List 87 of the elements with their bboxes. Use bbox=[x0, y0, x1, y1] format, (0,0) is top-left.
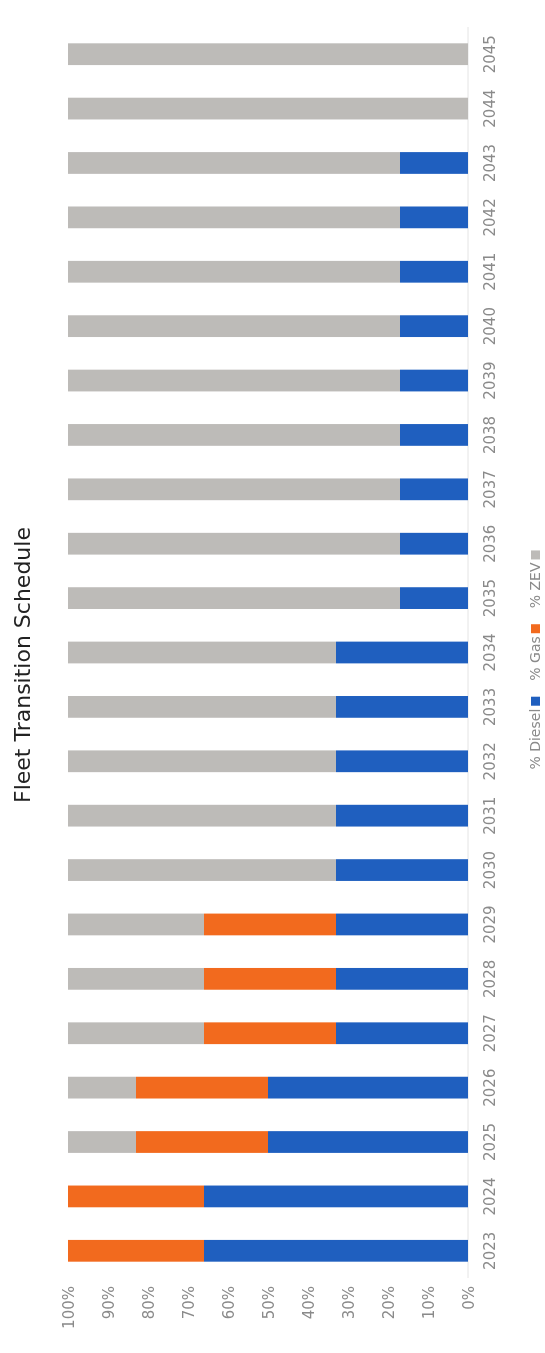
bar bbox=[336, 750, 468, 773]
y-tick-label: 2033 bbox=[481, 687, 500, 726]
bar bbox=[336, 859, 468, 881]
bar bbox=[336, 1022, 468, 1045]
x-tick-label: 40% bbox=[299, 1286, 318, 1320]
x-tick-label: 10% bbox=[419, 1286, 438, 1320]
bar bbox=[204, 1185, 468, 1208]
y-tick-label: 2037 bbox=[481, 470, 500, 509]
y-tick-label: 2028 bbox=[481, 959, 500, 998]
bar bbox=[204, 913, 336, 936]
bar bbox=[68, 804, 336, 827]
bar bbox=[268, 1076, 468, 1099]
y-tick-label: 2038 bbox=[481, 415, 500, 455]
bar bbox=[400, 532, 468, 555]
bar bbox=[68, 587, 400, 609]
y-tick-label: 2042 bbox=[481, 198, 500, 237]
x-tick-label: 50% bbox=[259, 1286, 278, 1320]
bar bbox=[68, 641, 336, 664]
bar bbox=[68, 1076, 136, 1099]
legend-label: % Diesel bbox=[527, 708, 543, 770]
bar bbox=[336, 967, 468, 990]
legend-label: % ZEV bbox=[527, 562, 543, 609]
y-tick-label: 2034 bbox=[481, 633, 500, 672]
bar bbox=[68, 1185, 204, 1208]
bar bbox=[68, 1022, 204, 1045]
x-tick-label: 100% bbox=[59, 1286, 78, 1329]
bar bbox=[336, 804, 468, 827]
bar bbox=[68, 1239, 204, 1262]
bar bbox=[68, 206, 400, 229]
y-tick-label: 2035 bbox=[481, 579, 500, 618]
bar bbox=[68, 696, 336, 718]
y-tick-label: 2029 bbox=[481, 905, 500, 944]
x-tick-label: 0% bbox=[459, 1286, 478, 1310]
y-tick-label: 2023 bbox=[481, 1231, 500, 1270]
y-tick-label: 2036 bbox=[481, 524, 500, 563]
y-tick-label: 2026 bbox=[481, 1068, 500, 1107]
bar bbox=[68, 967, 204, 990]
bar bbox=[68, 315, 400, 338]
bar bbox=[68, 43, 468, 66]
y-tick-label: 2025 bbox=[481, 1122, 500, 1162]
x-tick-label: 20% bbox=[379, 1286, 398, 1320]
bar bbox=[68, 1131, 136, 1153]
y-tick-label: 2039 bbox=[481, 361, 500, 400]
y-tick-label: 2031 bbox=[481, 796, 500, 835]
bar bbox=[400, 152, 468, 174]
y-tick-label: 2041 bbox=[481, 252, 500, 291]
bar bbox=[68, 478, 400, 501]
bar bbox=[68, 152, 400, 174]
bar bbox=[400, 424, 468, 446]
x-tick-label: 70% bbox=[179, 1286, 198, 1320]
y-tick-label: 2040 bbox=[481, 307, 500, 346]
y-tick-label: 2030 bbox=[481, 850, 500, 890]
bar bbox=[68, 532, 400, 555]
x-tick-label: 60% bbox=[219, 1286, 238, 1320]
y-tick-label: 2027 bbox=[481, 1014, 500, 1053]
y-tick-label: 2045 bbox=[481, 35, 500, 74]
y-tick-label: 2024 bbox=[481, 1177, 500, 1216]
bar bbox=[68, 260, 400, 283]
bar bbox=[68, 859, 336, 881]
text: Fleet Transition Schedule bbox=[10, 527, 35, 803]
bar bbox=[68, 97, 468, 120]
x-tick-label: 90% bbox=[99, 1286, 118, 1320]
bar bbox=[336, 696, 468, 718]
x-tick-label: 30% bbox=[339, 1286, 358, 1320]
y-tick-label: 2032 bbox=[481, 742, 500, 781]
bar bbox=[400, 478, 468, 501]
y-tick-label: 2044 bbox=[481, 89, 500, 128]
y-tick-label: 2043 bbox=[481, 143, 500, 183]
bar bbox=[204, 1239, 468, 1262]
bar bbox=[68, 369, 400, 392]
bar bbox=[136, 1131, 268, 1153]
bar bbox=[204, 967, 336, 990]
bar bbox=[400, 206, 468, 229]
bar bbox=[268, 1131, 468, 1153]
bar bbox=[400, 587, 468, 609]
bar bbox=[68, 424, 400, 446]
bar bbox=[68, 913, 204, 936]
bar bbox=[400, 369, 468, 392]
bar bbox=[204, 1022, 336, 1045]
bar bbox=[336, 913, 468, 936]
bar bbox=[400, 315, 468, 338]
legend-label: % Gas bbox=[527, 636, 543, 681]
x-tick-label: 80% bbox=[139, 1286, 158, 1320]
bar bbox=[68, 750, 336, 773]
bar bbox=[336, 641, 468, 664]
bar bbox=[400, 260, 468, 283]
bar bbox=[136, 1076, 268, 1099]
